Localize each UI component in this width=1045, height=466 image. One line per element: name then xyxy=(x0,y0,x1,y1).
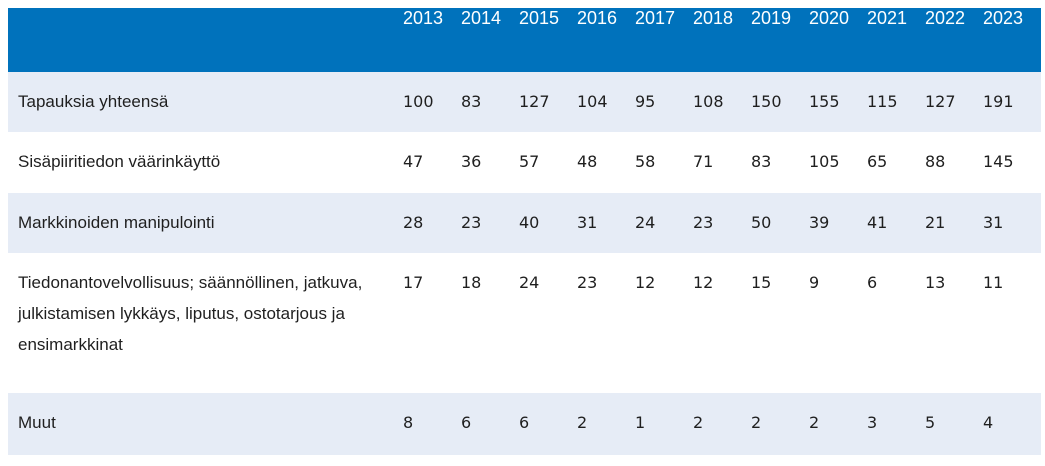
header-spacer-cell xyxy=(8,8,403,72)
value-cell-r3-c1: 18 xyxy=(461,273,482,292)
value-cell-r1-c4: 58 xyxy=(635,152,656,171)
table-head: 2013 2014 2015 2016 2017 2018 2019 2020 2021 2022… xyxy=(8,8,1041,72)
table-row-1: Sisäpiiritiedon väärinkäyttö 47 36 57 48 58 71… xyxy=(8,132,1041,193)
value-cell-r0-c6: 150 xyxy=(751,92,782,111)
value-cell-r3-c6: 15 xyxy=(751,273,772,292)
value-cell-r2-c10: 31 xyxy=(983,213,1004,232)
value-cell-r0-c8: 115 xyxy=(867,92,898,111)
value-cell-r3-c9: 13 xyxy=(925,273,946,292)
value-cell-r3-c10: 11 xyxy=(983,273,1004,292)
value-cell-r2-c8: 41 xyxy=(867,213,888,232)
value-cell-r2-c5: 23 xyxy=(693,213,714,232)
value-cell-r1-c3: 48 xyxy=(577,152,598,171)
value-cell-r0-c5: 108 xyxy=(693,92,724,111)
value-cell-r1-c5: 71 xyxy=(693,152,714,171)
value-cell-r0-c7: 155 xyxy=(809,92,840,111)
year-header-8: 2021 xyxy=(867,8,908,28)
value-cell-r0-c4: 95 xyxy=(635,92,656,111)
value-cell-r4-c5: 2 xyxy=(693,413,704,432)
year-header-9: 2022 xyxy=(925,8,966,28)
value-cell-r3-c7: 9 xyxy=(809,273,820,292)
value-cell-r4-c2: 6 xyxy=(519,413,530,432)
value-cell-r1-c6: 83 xyxy=(751,152,772,171)
table-row-0: Tapauksia yhteensä 100 83 127 104 95 108 150 155… xyxy=(8,72,1041,132)
table-row-2: Markkinoiden manipulointi 28 23 40 31 24 23 50 3… xyxy=(8,193,1041,253)
value-cell-r0-c9: 127 xyxy=(925,92,956,111)
value-cell-r2-c6: 50 xyxy=(751,213,772,232)
value-cell-r0-c3: 104 xyxy=(577,92,608,111)
value-cell-r4-c7: 2 xyxy=(809,413,820,432)
value-cell-r2-c2: 40 xyxy=(519,213,540,232)
value-cell-r0-c0: 100 xyxy=(403,92,434,111)
year-header-5: 2018 xyxy=(693,8,734,28)
value-cell-r3-c5: 12 xyxy=(693,273,714,292)
value-cell-r3-c0: 17 xyxy=(403,273,424,292)
year-header-10: 2023 xyxy=(983,8,1024,28)
table-body: Tapauksia yhteensä 100 83 127 104 95 108 150 155… xyxy=(8,72,1041,455)
table-row-3: Tiedonantovelvollisuus; säännöllinen, ja… xyxy=(8,253,1041,393)
value-cell-r1-c8: 65 xyxy=(867,152,888,171)
value-cell-r2-c9: 21 xyxy=(925,213,946,232)
row-label-1: Sisäpiiritiedon väärinkäyttö xyxy=(18,152,221,171)
value-cell-r1-c9: 88 xyxy=(925,152,946,171)
table-row-4: Muut 8 6 6 2 1 2 2 2 3 5 4 xyxy=(8,393,1041,455)
value-cell-r4-c1: 6 xyxy=(461,413,472,432)
value-cell-r3-c2: 24 xyxy=(519,273,540,292)
value-cell-r1-c2: 57 xyxy=(519,152,540,171)
value-cell-r4-c10: 4 xyxy=(983,413,994,432)
value-cell-r1-c10: 145 xyxy=(983,152,1014,171)
row-label-2: Markkinoiden manipulointi xyxy=(18,213,215,232)
value-cell-r2-c3: 31 xyxy=(577,213,598,232)
value-cell-r3-c8: 6 xyxy=(867,273,878,292)
value-cell-r4-c8: 3 xyxy=(867,413,878,432)
year-header-0: 2013 xyxy=(403,8,444,28)
value-cell-r4-c0: 8 xyxy=(403,413,414,432)
value-cell-r4-c9: 5 xyxy=(925,413,936,432)
value-cell-r0-c1: 83 xyxy=(461,92,482,111)
value-cell-r1-c0: 47 xyxy=(403,152,424,171)
value-cell-r3-c4: 12 xyxy=(635,273,656,292)
value-cell-r2-c7: 39 xyxy=(809,213,830,232)
table-header-row: 2013 2014 2015 2016 2017 2018 2019 2020 2021 2022… xyxy=(8,8,1041,72)
row-label-0: Tapauksia yhteensä xyxy=(18,92,169,111)
year-header-2: 2015 xyxy=(519,8,560,28)
value-cell-r2-c0: 28 xyxy=(403,213,424,232)
value-cell-r0-c2: 127 xyxy=(519,92,550,111)
value-cell-r4-c4: 1 xyxy=(635,413,646,432)
value-cell-r2-c4: 24 xyxy=(635,213,656,232)
value-cell-r4-c3: 2 xyxy=(577,413,588,432)
year-header-6: 2019 xyxy=(751,8,792,28)
cases-by-year-table: 2013 2014 2015 2016 2017 2018 2019 2020 2021 2022… xyxy=(8,8,1041,455)
year-header-7: 2020 xyxy=(809,8,850,28)
table-container: 2013 2014 2015 2016 2017 2018 2019 2020 2021 2022… xyxy=(8,8,1041,455)
value-cell-r1-c7: 105 xyxy=(809,152,840,171)
year-header-1: 2014 xyxy=(461,8,502,28)
year-header-3: 2016 xyxy=(577,8,618,28)
value-cell-r4-c6: 2 xyxy=(751,413,762,432)
row-label-3: Tiedonantovelvollisuus; säännöllinen, ja… xyxy=(18,273,363,354)
value-cell-r2-c1: 23 xyxy=(461,213,482,232)
value-cell-r1-c1: 36 xyxy=(461,152,482,171)
row-label-4: Muut xyxy=(18,413,56,432)
value-cell-r0-c10: 191 xyxy=(983,92,1014,111)
year-header-4: 2017 xyxy=(635,8,676,28)
value-cell-r3-c3: 23 xyxy=(577,273,598,292)
